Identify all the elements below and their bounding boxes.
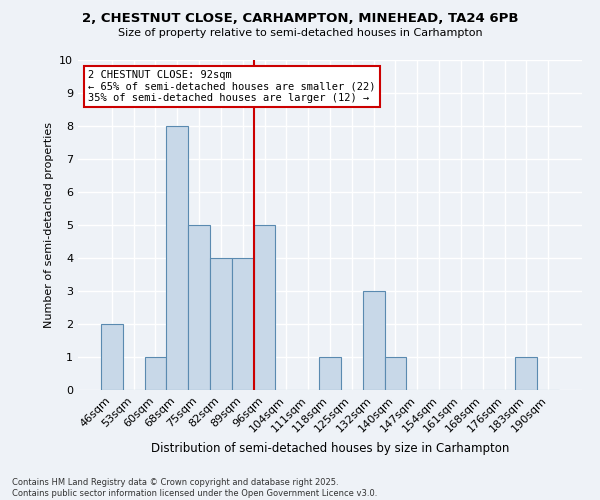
Bar [319, 357, 341, 390]
Y-axis label: Number of semi-detached properties: Number of semi-detached properties [44, 122, 53, 328]
X-axis label: Distribution of semi-detached houses by size in Carhampton: Distribution of semi-detached houses by … [151, 442, 509, 455]
Bar [385, 357, 406, 390]
Bar [254, 225, 275, 390]
Bar [210, 258, 232, 390]
Bar [232, 258, 254, 390]
Bar [101, 324, 123, 390]
Text: Contains HM Land Registry data © Crown copyright and database right 2025.
Contai: Contains HM Land Registry data © Crown c… [12, 478, 377, 498]
Bar [166, 126, 188, 390]
Bar [188, 225, 210, 390]
Bar [515, 357, 537, 390]
Bar [145, 357, 166, 390]
Text: Size of property relative to semi-detached houses in Carhampton: Size of property relative to semi-detach… [118, 28, 482, 38]
Bar [363, 291, 385, 390]
Text: 2 CHESTNUT CLOSE: 92sqm
← 65% of semi-detached houses are smaller (22)
35% of se: 2 CHESTNUT CLOSE: 92sqm ← 65% of semi-de… [88, 70, 376, 103]
Text: 2, CHESTNUT CLOSE, CARHAMPTON, MINEHEAD, TA24 6PB: 2, CHESTNUT CLOSE, CARHAMPTON, MINEHEAD,… [82, 12, 518, 26]
